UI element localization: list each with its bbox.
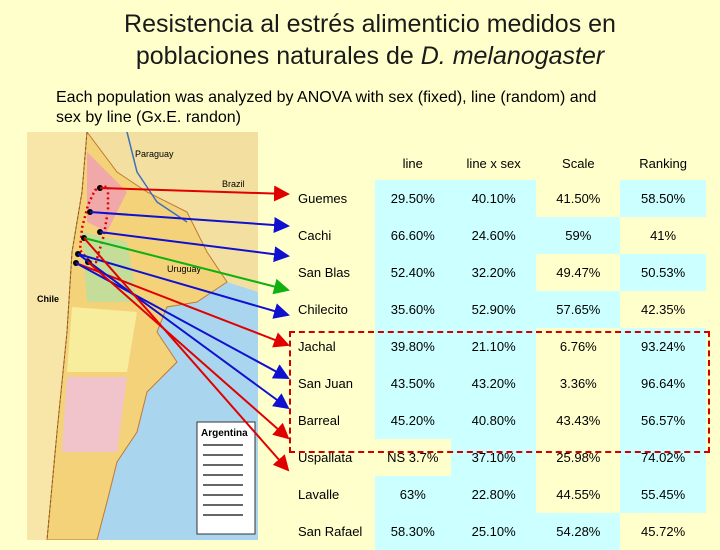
ranking-value: 55.45% <box>620 476 706 513</box>
population-name: Jachal <box>298 339 336 354</box>
line-x-sex-value: 25.10% <box>450 513 537 550</box>
map-legend-title: Argentina <box>201 428 248 439</box>
table-row: Barreal 45.20% 40.80% 43.43% 56.57% <box>288 402 706 439</box>
scale-value: 54.28% <box>536 513 621 550</box>
line-value: 29.50% <box>374 180 451 217</box>
table-row: Uspallata NS 3.7% 37.10% 25.98% 74.02% <box>288 439 706 476</box>
table-header: line line x sex Scale Ranking <box>288 146 706 180</box>
arrow-san-juan <box>75 262 290 348</box>
line-x-sex-value: 24.60% <box>450 217 537 254</box>
line-value: NS 3.7% <box>387 450 439 465</box>
population-name: Guemes <box>298 191 348 206</box>
ranking-value: 93.24% <box>620 328 706 365</box>
line-x-sex-value: 40.10% <box>450 180 537 217</box>
arrow-cachi <box>89 211 290 233</box>
arrow-chilecito <box>83 237 290 295</box>
table-row: San Rafael 58.30% 25.10% 54.28% 45.72% <box>288 513 706 550</box>
title-line-2: poblaciones naturales de D. melanogaster <box>135 42 605 70</box>
arrow-jachal <box>77 253 290 319</box>
subtitle-line-2: sex by line (Gx.E. randon) <box>56 109 241 126</box>
arrow-lavalle <box>87 261 290 440</box>
population-name: Chilecito <box>298 302 348 317</box>
slide-subtitle: Each population was analyzed by ANOVA wi… <box>56 88 706 128</box>
map-label-paraguay: Paraguay <box>135 149 174 159</box>
line-value: 45.20% <box>374 402 451 439</box>
scale-value: 41.50% <box>556 191 601 206</box>
map-label-brazil: Brazil <box>222 179 245 189</box>
line-x-sex-value: 40.80% <box>450 402 537 439</box>
variance-table: line line x sex Scale Ranking Guemes 29.… <box>288 146 706 550</box>
ranking-value: 45.72% <box>641 524 686 539</box>
arrow-san-blas <box>99 231 290 263</box>
population-name: Cachi <box>298 228 332 243</box>
highlight-box <box>289 331 710 453</box>
line-x-sex-value: 21.10% <box>450 328 537 365</box>
header-ranking: Ranking <box>639 155 687 171</box>
header-population <box>288 146 375 180</box>
scale-value: 44.55% <box>556 487 601 502</box>
ranking-value: 42.35% <box>641 302 686 317</box>
line-x-sex-value: 52.90% <box>450 291 537 328</box>
map-label-uruguay: Uruguay <box>167 264 202 274</box>
header-scale: Scale <box>562 155 595 171</box>
scale-value: 43.43% <box>556 413 601 428</box>
ranking-value: 58.50% <box>620 180 706 217</box>
line-x-sex-value: 43.20% <box>450 365 537 402</box>
line-value: 35.60% <box>374 291 451 328</box>
ranking-value: 96.64% <box>620 365 706 402</box>
line-value: 63% <box>374 476 451 513</box>
subtitle-line-1: Each population was analyzed by ANOVA wi… <box>56 89 597 106</box>
scale-value: 25.98% <box>556 450 601 465</box>
line-value: 52.40% <box>374 254 451 291</box>
arrow-uspallata <box>77 253 290 410</box>
map-label-chile: Chile <box>37 294 59 304</box>
ranking-value: 41% <box>650 228 677 243</box>
argentina-map: Paraguay Brazil Chile Uruguay Argentina <box>27 132 258 540</box>
line-value: 43.50% <box>374 365 451 402</box>
table-row: Chilecito 35.60% 52.90% 57.65% 42.35% <box>288 291 706 328</box>
slide-title: Resistencia al estrés alimenticio medido… <box>40 8 700 72</box>
line-value: 58.30% <box>374 513 451 550</box>
species-name: D. melanogaster <box>420 42 605 70</box>
line-x-sex-value: 37.10% <box>450 439 537 476</box>
population-name: San Juan <box>298 376 353 391</box>
table-row: Cachi 66.60% 24.60% 59% 41% <box>288 217 706 254</box>
arrow-guemes <box>99 185 290 202</box>
arrow-san-rafael <box>83 237 290 472</box>
line-x-sex-value: 22.80% <box>450 476 537 513</box>
line-value: 66.60% <box>374 217 451 254</box>
line-value: 39.80% <box>374 328 451 365</box>
scale-value: 57.65% <box>536 291 621 328</box>
ranking-value: 56.57% <box>620 402 706 439</box>
table-row: Jachal 39.80% 21.10% 6.76% 93.24% <box>288 328 706 365</box>
table-row: San Blas 52.40% 32.20% 49.47% 50.53% <box>288 254 706 291</box>
ranking-value: 74.02% <box>620 439 706 476</box>
scale-value: 3.36% <box>559 376 597 391</box>
scale-value: 6.76% <box>559 339 597 354</box>
scale-value: 59% <box>536 217 621 254</box>
population-name: Barreal <box>298 413 340 428</box>
population-name: Uspallata <box>298 450 353 465</box>
population-name: Lavalle <box>298 487 340 502</box>
ranking-value: 50.53% <box>620 254 706 291</box>
population-name: San Rafael <box>298 524 363 539</box>
line-x-sex-value: 32.20% <box>450 254 537 291</box>
table-row: Lavalle 63% 22.80% 44.55% 55.45% <box>288 476 706 513</box>
header-line: line <box>402 155 423 171</box>
sites-outline <box>78 184 110 264</box>
table-row: San Juan 43.50% 43.20% 3.36% 96.64% <box>288 365 706 402</box>
header-line-x-sex: line x sex <box>466 155 521 171</box>
title-line-1: Resistencia al estrés alimenticio medido… <box>124 10 616 38</box>
table-row: Guemes 29.50% 40.10% 41.50% 58.50% <box>288 180 706 217</box>
population-name: San Blas <box>298 265 351 280</box>
scale-value: 49.47% <box>556 265 601 280</box>
